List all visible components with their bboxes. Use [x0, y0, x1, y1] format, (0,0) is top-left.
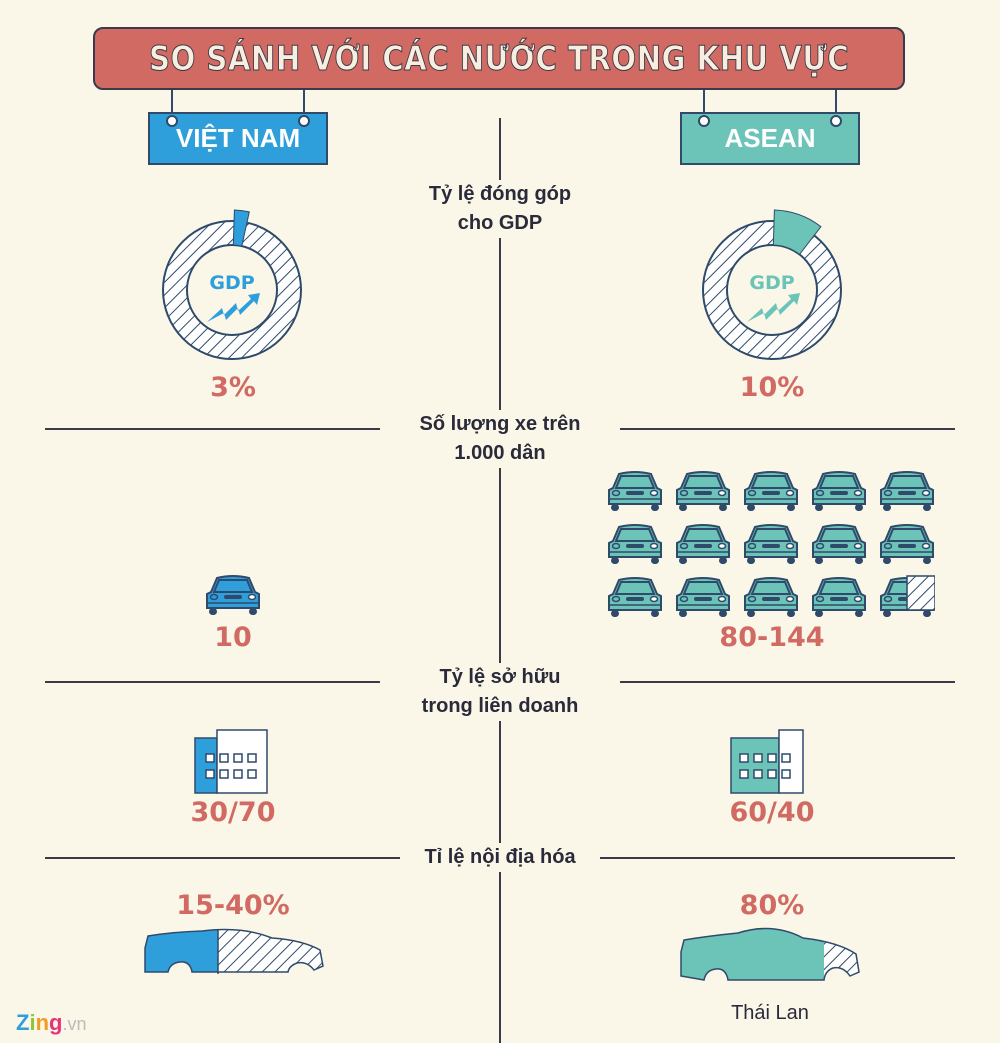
country-note: Thái Lan: [731, 1002, 809, 1024]
value-asean-ownership: 60/40: [729, 797, 815, 828]
hanger-string: [835, 90, 837, 115]
donut-ring: [703, 221, 841, 359]
car-side-icon-asean: [680, 927, 860, 981]
value-asean-localization: 80%: [739, 890, 805, 921]
section-title-gdp: Tỷ lệ đóng góp cho GDP: [380, 180, 620, 238]
gdp-label: GDP: [209, 272, 254, 294]
section-title-line: trong liên doanh: [421, 695, 579, 717]
column-label-asean: ASEAN: [680, 112, 860, 165]
building-icon-asean: [730, 729, 804, 794]
gdp-label: GDP: [749, 272, 794, 294]
hanger-ring-icon: [298, 115, 310, 127]
section-title-line: Tỷ lệ sở hữu: [439, 666, 561, 688]
car-front-icon: [879, 468, 935, 514]
growth-arrow-icon: [747, 293, 800, 322]
section-title-line: Số lượng xe trên: [419, 413, 581, 435]
car-front-icon: [675, 521, 731, 567]
donut-outline: [162, 220, 302, 360]
hanger-ring-icon: [830, 115, 842, 127]
car-front-icon: [675, 468, 731, 514]
car-front-icon: [811, 521, 867, 567]
car-front-icon: [879, 521, 935, 567]
car-front-icon: [811, 468, 867, 514]
value-vietnam-gdp: 3%: [210, 372, 256, 403]
car-front-icon: [811, 574, 867, 620]
value-vietnam-cars: 10: [214, 622, 252, 653]
car-front-icon: [743, 468, 799, 514]
car-front-icon: [743, 574, 799, 620]
section-title-ownership: Tỷ lệ sở hữu trong liên doanh: [380, 663, 620, 721]
section-title-line: cho GDP: [457, 212, 543, 234]
section-title-line: 1.000 dân: [454, 442, 546, 464]
page-title: SO SÁNH VỚI CÁC NƯỚC TRONG KHU VỰC: [148, 38, 850, 79]
value-vietnam-ownership: 30/70: [190, 797, 276, 828]
gdp-donut-asean: GDP: [702, 209, 842, 360]
column-label-text: VIỆT NAM: [175, 123, 301, 153]
section-title-localization: Tỉ lệ nội địa hóa: [400, 843, 600, 872]
column-label-text: ASEAN: [724, 123, 816, 153]
hanger-string: [171, 90, 173, 115]
hanger-ring-icon: [698, 115, 710, 127]
column-label-vietnam: VIỆT NAM: [148, 112, 328, 165]
donut-outline: [186, 244, 278, 336]
donut-share-wedge: [232, 209, 250, 247]
car-front-icon: [205, 572, 261, 618]
donut-outline: [726, 244, 818, 336]
zing-logo: Zing.vn: [16, 1010, 87, 1035]
car-grid-asean: [607, 468, 937, 618]
car-front-icon: [743, 521, 799, 567]
car-front-icon: [607, 521, 663, 567]
car-front-icon: [879, 575, 935, 620]
car-side-icon-vietnam: [144, 928, 324, 974]
hanger-string: [303, 90, 305, 115]
donut-outline: [702, 220, 842, 360]
section-title-cars: Số lượng xe trên 1.000 dân: [380, 410, 620, 468]
value-vietnam-localization: 15-40%: [176, 890, 290, 921]
hanger-string: [703, 90, 705, 115]
car-front-icon: [675, 574, 731, 620]
car-front-icon: [607, 574, 663, 620]
value-asean-cars: 80-144: [719, 622, 825, 653]
title-banner: SO SÁNH VỚI CÁC NƯỚC TRONG KHU VỰC: [93, 27, 905, 90]
car-front-icon: [607, 468, 663, 514]
donut-ring: [163, 221, 301, 359]
section-title-line: Tỷ lệ đóng góp: [428, 183, 572, 205]
growth-arrow-icon: [207, 293, 260, 322]
hanger-ring-icon: [166, 115, 178, 127]
building-icon-vietnam: [194, 729, 268, 794]
donut-share-wedge: [772, 209, 822, 256]
section-title-line: Tỉ lệ nội địa hóa: [424, 846, 576, 868]
gdp-donut-vietnam: GDP: [162, 209, 302, 360]
center-divider: [499, 118, 501, 1043]
value-asean-gdp: 10%: [739, 372, 805, 403]
